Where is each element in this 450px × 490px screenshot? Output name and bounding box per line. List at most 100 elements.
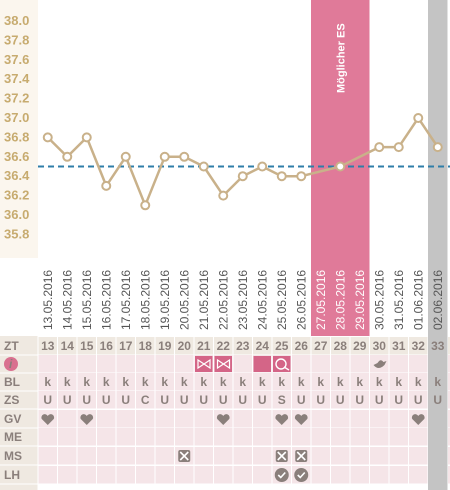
temperature-point[interactable] [393, 142, 404, 153]
date-label: 17.05.2016 [119, 270, 133, 330]
y-tick-label: 37.6 [4, 52, 29, 67]
temperature-line [46, 116, 439, 207]
bl-value: k [142, 375, 149, 389]
cycle-day-number: 33 [431, 339, 445, 353]
event-cell [253, 356, 271, 372]
y-tick-label: 35.8 [4, 226, 29, 241]
cycle-day-number: 28 [334, 339, 348, 353]
bl-value: k [259, 375, 266, 389]
date-label: 22.05.2016 [216, 270, 230, 330]
cycle-day-number: 15 [80, 339, 94, 353]
temperature-point[interactable] [218, 190, 229, 201]
cycle-day-number: 25 [275, 339, 289, 353]
heart-icon [80, 414, 94, 425]
bl-value: k [434, 375, 441, 389]
zs-value: U [82, 393, 91, 407]
table-row-background [38, 391, 450, 409]
temperature-point[interactable] [42, 132, 53, 143]
bl-value: k [122, 375, 129, 389]
bow-shape [197, 358, 211, 370]
y-tick-label: 37.8 [4, 32, 29, 47]
check-bg [294, 468, 309, 482]
cycle-day-number: 18 [139, 339, 153, 353]
check-mark [297, 471, 306, 479]
zs-value: U [258, 393, 267, 407]
zs-value: U [238, 393, 247, 407]
cycle-day-number: 27 [314, 339, 328, 353]
temperature-point[interactable] [140, 200, 151, 211]
temperature-point[interactable] [335, 161, 346, 172]
date-label: 20.05.2016 [177, 270, 191, 330]
bow-icon [216, 358, 231, 370]
temperature-point[interactable] [432, 142, 443, 153]
zs-value: U [394, 393, 403, 407]
bl-value: k [395, 375, 402, 389]
cycle-day-number: 29 [353, 339, 367, 353]
date-label: 31.05.2016 [392, 270, 406, 330]
heart-icon [411, 414, 425, 425]
temperature-point[interactable] [62, 151, 73, 162]
cross-mark [277, 451, 287, 461]
y-tick-label: 36.2 [4, 188, 29, 203]
cycle-day-number: 14 [61, 339, 75, 353]
cross-icon [178, 450, 191, 462]
zs-value: U [121, 393, 130, 407]
cross-mark [296, 451, 306, 461]
cycle-day-number: 16 [100, 339, 114, 353]
temperature-point[interactable] [101, 180, 112, 191]
y-tick-label: 36.4 [4, 168, 30, 183]
check-bg [274, 468, 289, 482]
date-label: 27.05.2016 [314, 270, 328, 330]
bl-value: k [181, 375, 188, 389]
bl-value: k [337, 375, 344, 389]
check-icon [274, 468, 289, 482]
temperature-point[interactable] [257, 161, 268, 172]
zs-value: C [141, 393, 150, 407]
info-icon[interactable] [4, 357, 18, 371]
date-label: 18.05.2016 [138, 270, 152, 330]
temperature-point[interactable] [374, 142, 385, 153]
date-label: 25.05.2016 [275, 270, 289, 330]
temperature-point[interactable] [159, 151, 170, 162]
bl-value: k [103, 375, 110, 389]
table-row-background [38, 355, 450, 373]
date-label: 21.05.2016 [197, 270, 211, 330]
table-row-background [38, 337, 450, 355]
y-tick-label: 37.4 [4, 71, 30, 86]
date-label: 28.05.2016 [333, 270, 347, 330]
temperature-point[interactable] [413, 113, 424, 123]
row-label-zs: ZS [4, 393, 19, 407]
date-label: 02.06.2016 [431, 270, 445, 330]
temperature-point[interactable] [179, 151, 190, 162]
zs-value: U [102, 393, 111, 407]
temperature-point[interactable] [296, 171, 307, 182]
zs-value: S [278, 393, 286, 407]
table-row-background [38, 410, 450, 428]
temperature-point[interactable] [198, 161, 209, 172]
cycle-day-number: 32 [412, 339, 426, 353]
heart-icon [294, 414, 308, 425]
date-label: 30.05.2016 [372, 270, 386, 330]
table-row-background [38, 373, 450, 391]
temperature-point[interactable] [237, 171, 248, 182]
date-label: 29.05.2016 [353, 270, 367, 330]
table-row-background [38, 447, 450, 465]
cycle-day-number: 26 [295, 339, 309, 353]
cycle-day-number: 23 [236, 339, 250, 353]
zs-value: U [219, 393, 228, 407]
bl-value: k [278, 375, 285, 389]
cycle-day-number: 21 [197, 339, 211, 353]
bl-value: k [317, 375, 324, 389]
temperature-point[interactable] [120, 151, 131, 162]
date-label: 24.05.2016 [255, 270, 269, 330]
cross-icon [275, 450, 288, 462]
row-label-lh: LH [4, 468, 20, 482]
zs-value: U [160, 393, 169, 407]
cycle-day-number: 31 [392, 339, 406, 353]
cycle-day-number: 30 [373, 339, 387, 353]
bow-shape [216, 358, 231, 370]
cross-mark [179, 451, 189, 461]
temperature-point[interactable] [276, 171, 287, 182]
bl-value: k [239, 375, 246, 389]
temperature-point[interactable] [81, 132, 92, 143]
